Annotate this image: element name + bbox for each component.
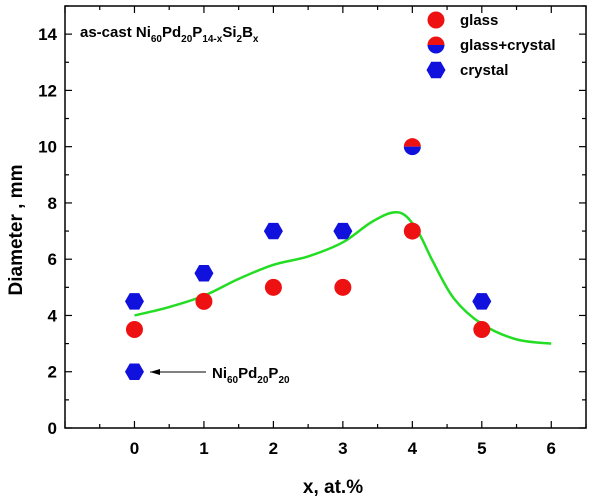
label-part: P (268, 365, 278, 382)
legend: glass glass+crystal crystal (426, 11, 556, 79)
subscript: 2 (237, 34, 243, 45)
axes (64, 5, 587, 429)
y-axis-label: Diameter , mm (6, 165, 27, 296)
label-part: Pd (238, 365, 257, 382)
label-part: Ni (212, 365, 227, 382)
legend-marker-crystal (426, 61, 446, 79)
legend-label: glass+crystal (460, 37, 556, 54)
glass-point (334, 278, 352, 296)
composition-annotation: as-cast Ni60Pd20P14-xSi2Bx (80, 24, 259, 45)
points-layer (124, 138, 492, 380)
fit-line-layer (134, 210, 552, 345)
y-tick-label: 6 (48, 250, 57, 269)
x-tick-label: 5 (477, 439, 486, 458)
glass-point (264, 278, 282, 296)
label-part: B (242, 24, 253, 41)
marker-top-half (403, 138, 421, 147)
fit-curve (134, 210, 552, 345)
arrow-head (150, 369, 160, 375)
glass-point (403, 222, 421, 240)
subscript: 60 (151, 34, 163, 45)
x-tick-label: 0 (130, 439, 139, 458)
y-tick-label: 2 (48, 363, 57, 382)
crystal-point (124, 363, 144, 380)
crystal-point (333, 222, 353, 240)
subscript: 20 (181, 34, 193, 45)
y-tick-label: 14 (38, 25, 57, 44)
marker-bottom-half (403, 146, 421, 156)
y-tick-label: 10 (38, 138, 57, 157)
legend-marker-glass (427, 11, 445, 29)
crystal-point (472, 293, 492, 310)
subscript: 14-x (202, 34, 222, 45)
y-tick-label: 0 (48, 419, 57, 438)
legend-label: crystal (460, 62, 508, 79)
legend-marker-glass-crystal (427, 36, 445, 54)
subscript: 20 (278, 375, 290, 386)
x-tick-label: 4 (408, 439, 418, 458)
label-part: Si (222, 24, 236, 41)
label-part: P (192, 24, 202, 41)
x-axis-label: x, at.% (303, 477, 363, 498)
y-tick-label: 8 (48, 194, 57, 213)
legend-label: glass (460, 12, 498, 29)
marker-bottom-half (427, 45, 445, 54)
crystal-point (124, 293, 144, 310)
marker-top-half (427, 36, 445, 45)
plot-frame (64, 5, 587, 429)
glass-point (125, 321, 143, 339)
label-part: as-cast Ni (80, 24, 151, 41)
crystal-point (194, 265, 214, 282)
x-tick-label: 2 (269, 439, 278, 458)
y-tick-label: 4 (48, 306, 58, 325)
y-tick-label: 12 (38, 81, 57, 100)
base-alloy-label: Ni60Pd20P20 (212, 365, 290, 386)
subscript: 60 (227, 375, 239, 386)
x-tick-label: 3 (338, 439, 347, 458)
glass-point (473, 321, 491, 339)
x-tick-label: 1 (199, 439, 208, 458)
glass-crystal-point (403, 138, 421, 156)
label-part: Pd (162, 24, 181, 41)
subscript: 20 (257, 375, 269, 386)
x-tick-label: 6 (547, 439, 556, 458)
glass-point (195, 292, 213, 310)
subscript: x (253, 34, 259, 45)
crystal-point (263, 222, 283, 240)
